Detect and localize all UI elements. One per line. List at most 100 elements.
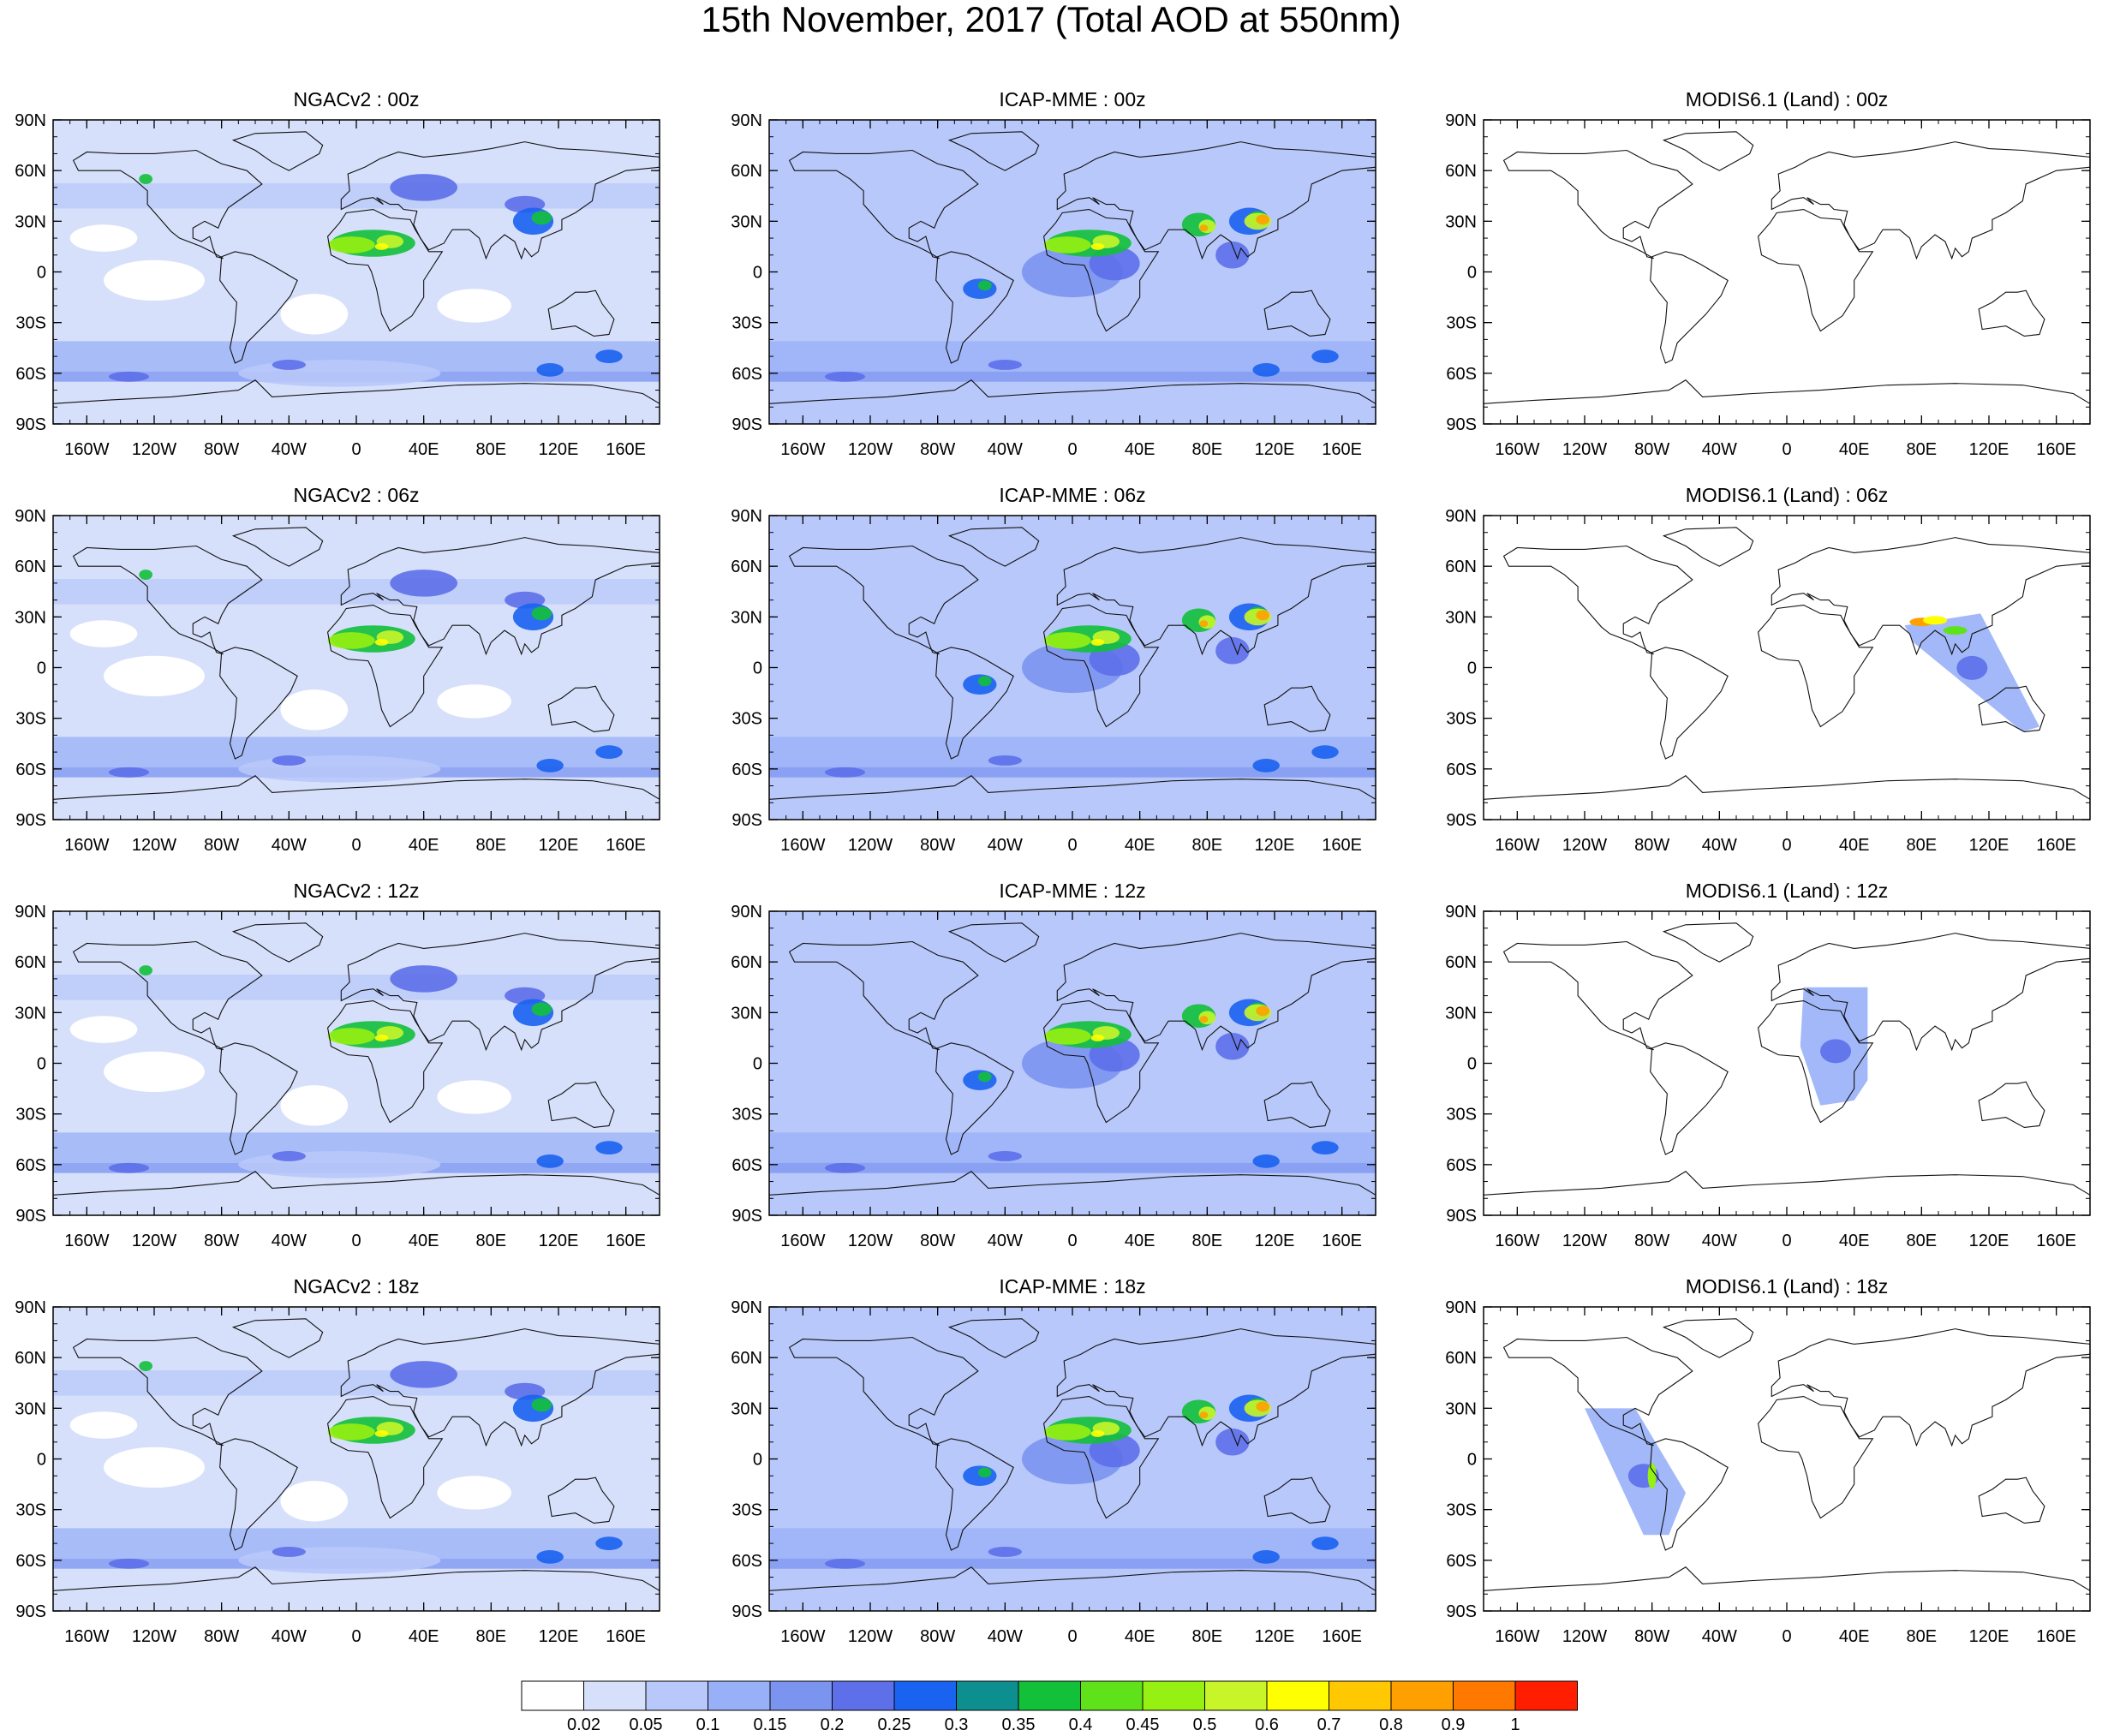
coastline-eurasia: [1056, 141, 1376, 260]
lon-tick-label: 40W: [272, 1627, 307, 1646]
lon-tick-label: 40E: [1839, 440, 1870, 459]
coastline-antarctica-coast: [52, 775, 660, 800]
aod-clean-region: [437, 1080, 511, 1114]
coastline-antarctica-coast: [1483, 379, 2091, 404]
lat-tick-label: 30N: [15, 1399, 46, 1418]
colorbar-box: [1266, 1680, 1329, 1711]
lat-tick-label: 0: [37, 1451, 46, 1470]
aod-plume: [374, 1034, 389, 1041]
coastline-south-america: [1650, 251, 1729, 364]
aod-plume: [1090, 1034, 1105, 1041]
lon-tick-label: 0: [351, 1232, 361, 1250]
lat-tick-label: 60S: [1446, 365, 1477, 384]
coastline-south-america: [935, 251, 1014, 364]
colorbar-box: [1453, 1680, 1516, 1711]
coastline-antarctica-coast: [1483, 775, 2091, 800]
lat-tick-label: 90S: [15, 415, 46, 434]
lon-tick-label: 120E: [1969, 1232, 2009, 1250]
lon-tick-label: 160E: [1322, 836, 1362, 855]
lon-tick-label: 80E: [1192, 440, 1223, 459]
aod-plume: [988, 1151, 1022, 1161]
aod-plume: [374, 638, 389, 646]
coastline-africa: [1757, 1395, 1874, 1519]
lat-tick-label: 30S: [732, 1106, 762, 1125]
colorbar-box: [645, 1680, 708, 1711]
lon-tick-label: 80W: [204, 1627, 239, 1646]
lat-tick-label: 90N: [15, 111, 46, 130]
coastline-north-america: [1502, 149, 1693, 260]
panel-title: MODIS6.1 (Land) : 00z: [1685, 88, 1889, 110]
panel-title: ICAP-MME : 12z: [999, 880, 1146, 902]
map-panel: NGACv2 : 18z 90N 60N 30N 0 30S 60S 90S 160W 120W 8…: [15, 1275, 660, 1646]
panel-title: NGACv2 : 00z: [293, 88, 420, 110]
map-panel: ICAP-MME : 12z 90N 60N 30N 0 30S 60S 90S 160W 120…: [731, 880, 1376, 1250]
lon-tick-label: 120W: [132, 440, 176, 459]
aod-plume: [977, 280, 992, 291]
aod-plume: [595, 1141, 623, 1154]
map-plot: 90N 60N 30N 0 30S 60S 90S 160W 120W 80W 40W 0 40E 80E…: [731, 111, 1376, 459]
aod-zonal-band: [769, 341, 1376, 372]
aod-plume: [374, 242, 389, 250]
lon-tick-label: 160W: [1495, 1627, 1539, 1646]
lat-tick-label: 30S: [732, 710, 762, 729]
aod-plume: [390, 570, 457, 597]
aod-zonal-band: [769, 974, 1376, 1000]
lat-tick-label: 30S: [1446, 1106, 1477, 1125]
lat-tick-label: 30N: [15, 1004, 46, 1023]
lon-tick-label: 160W: [1495, 1232, 1539, 1250]
lon-tick-label: 40E: [1125, 836, 1156, 855]
lon-tick-label: 0: [1782, 1627, 1791, 1646]
colorbar-label: 0.8: [1379, 1715, 1403, 1732]
coastline-greenland: [947, 527, 1040, 567]
aod-zonal-band: [53, 182, 660, 209]
coastline-africa: [326, 208, 444, 332]
aod-plume: [1043, 632, 1091, 649]
map-panel: MODIS6.1 (Land) : 06z 90N 60N 30N 0 30S 60S 90S…: [1445, 484, 2091, 855]
aod-plume: [595, 349, 623, 363]
coastline-greenland: [1662, 1318, 1754, 1358]
aod-zonal-band: [769, 1132, 1376, 1163]
aod-plume: [374, 1429, 389, 1437]
lon-tick-label: 80E: [1907, 1627, 1938, 1646]
aod-zonal-band: [53, 578, 660, 605]
lon-tick-label: 80W: [204, 440, 239, 459]
lat-tick-label: 30N: [1445, 608, 1477, 627]
coastline-antarctica-coast: [52, 1171, 660, 1196]
coastline-eurasia: [1771, 537, 2091, 656]
coastline-south-america: [219, 1042, 298, 1155]
lon-tick-label: 40W: [988, 1627, 1023, 1646]
lat-tick-label: 30N: [15, 608, 46, 627]
coastline-africa: [1757, 999, 1874, 1124]
lon-tick-label: 120E: [1969, 836, 2009, 855]
lon-tick-label: 120W: [132, 836, 176, 855]
lon-tick-label: 0: [351, 1627, 361, 1646]
aod-plume: [1252, 759, 1280, 773]
lon-tick-label: 40E: [1839, 1232, 1870, 1250]
aod-plume: [1256, 610, 1270, 621]
aod-zonal-band: [769, 182, 1376, 209]
coastline-north-america: [72, 149, 263, 260]
lat-tick-label: 30S: [15, 314, 46, 333]
aod-plume: [1090, 638, 1105, 646]
coastline-eurasia: [1056, 933, 1376, 1052]
lat-tick-label: 90S: [1446, 415, 1477, 434]
lon-tick-label: 80W: [920, 1627, 955, 1646]
aod-plume: [824, 1558, 866, 1569]
aod-plume: [1199, 224, 1209, 232]
lon-tick-label: 40W: [1702, 836, 1737, 855]
colorbar-label: 1: [1510, 1715, 1520, 1732]
lat-tick-label: 30S: [15, 1501, 46, 1520]
coastline-africa: [1757, 208, 1874, 332]
colorbar-label: 0.2: [821, 1715, 845, 1732]
coastline-greenland: [231, 527, 324, 567]
map-panel: MODIS6.1 (Land) : 18z 90N 60N 30N 0 30S 60S 90S…: [1445, 1275, 2091, 1646]
map-panel: MODIS6.1 (Land) : 12z 90N 60N 30N 0 30S 60S 90S…: [1445, 880, 2091, 1250]
coastline-north-america: [72, 1336, 263, 1447]
colorbar-box: [832, 1680, 895, 1711]
aod-plume: [824, 1162, 866, 1173]
lat-tick-label: 0: [753, 264, 762, 283]
panel-title: MODIS6.1 (Land) : 12z: [1685, 880, 1889, 902]
lat-tick-label: 60S: [15, 365, 46, 384]
coastline-africa: [1757, 604, 1874, 728]
lat-tick-label: 90S: [732, 1602, 762, 1621]
